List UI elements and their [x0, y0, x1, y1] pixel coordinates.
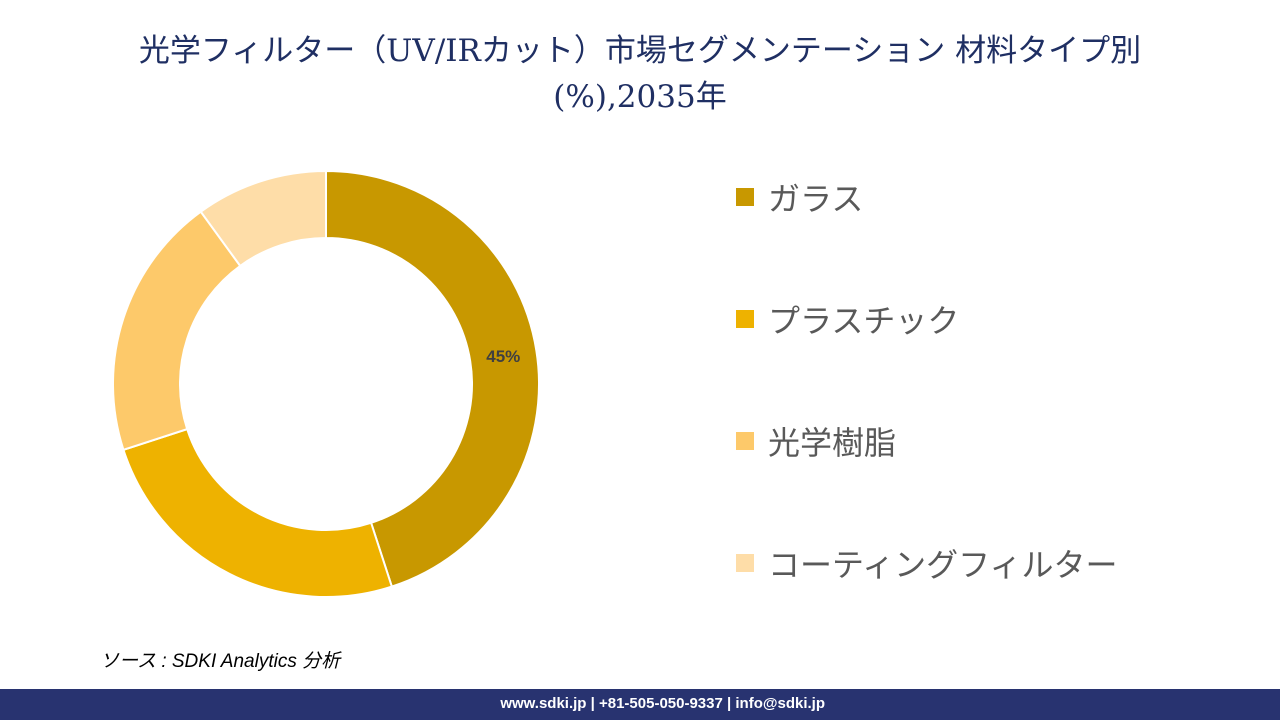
legend-label: プラスチック	[768, 302, 960, 340]
donut-slice-3	[199, 169, 327, 268]
donut-slice-0	[325, 169, 540, 588]
chart-title-line2: (%),2035年	[553, 79, 727, 115]
donut-chart: 45%	[112, 169, 540, 598]
chart-title-line1: 光学フィルター（UV/IRカット）市場セグメンテーション 材料タイプ別	[138, 33, 1142, 69]
legend-item-optical-resin: 光学樹脂	[736, 416, 896, 466]
legend-label: 光学樹脂	[768, 424, 897, 462]
footer-bar: www.sdki.jp | +81-505-050-9337 | info@sd…	[0, 689, 1280, 720]
donut-slice-1	[122, 427, 394, 598]
legend-label: ガラス	[768, 180, 864, 218]
source-note: ソース : SDKI Analytics 分析	[100, 651, 341, 672]
legend-swatch	[736, 554, 754, 572]
legend-swatch	[736, 432, 754, 450]
legend-swatch	[736, 310, 754, 328]
legend-label: コーティングフィルター	[768, 546, 1118, 584]
legend-item-glass: ガラス	[736, 172, 863, 222]
data-label: 45%	[486, 347, 520, 366]
footer-contact: www.sdki.jp | +81-505-050-9337 | info@sd…	[500, 695, 825, 712]
legend-swatch	[736, 188, 754, 206]
legend-item-coating-filter: コーティングフィルター	[736, 538, 1117, 588]
chart-title: 光学フィルター（UV/IRカット）市場セグメンテーション 材料タイプ別 (%),…	[0, 28, 1280, 120]
donut-slice-2	[112, 210, 242, 452]
legend-item-plastic: プラスチック	[736, 294, 959, 344]
